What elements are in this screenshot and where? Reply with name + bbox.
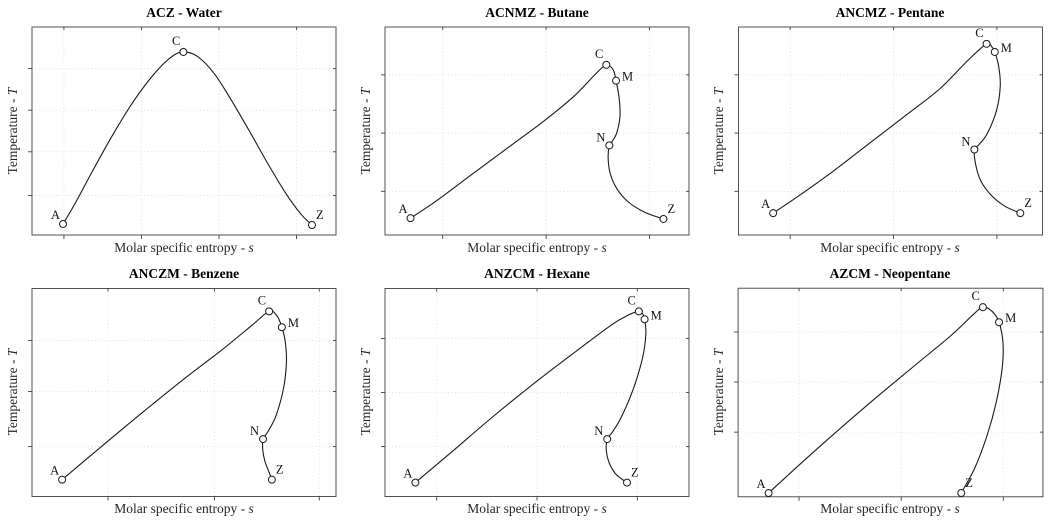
point-marker-M (995, 318, 1004, 327)
point-marker-Z (659, 214, 668, 223)
axes-box (384, 26, 690, 236)
point-marker-N (970, 145, 979, 154)
axes-box (737, 287, 1044, 498)
plot-canvas-butane: A C M N Z (381, 26, 690, 239)
subplot-neopentane: A C M Z AZCM - Neopentane Temperature - T M… (706, 261, 1060, 523)
point-label-M: M (1001, 41, 1012, 55)
point-label-C: C (258, 293, 266, 307)
point-marker-Z (307, 221, 316, 230)
y-axis-label: Temperature - T (711, 87, 726, 175)
point-label-A: A (761, 197, 770, 211)
saturation-curve (62, 51, 313, 226)
point-label-A: A (50, 464, 59, 478)
y-axis-label: Temperature - T (358, 87, 373, 175)
point-label-N: N (594, 424, 603, 438)
point-label-A: A (757, 477, 766, 491)
point-marker-C (634, 307, 643, 316)
point-marker-M (640, 315, 649, 324)
point-marker-N (605, 141, 614, 150)
x-axis-label: Molar specific entropy - s (820, 240, 960, 255)
saturation-curve (61, 310, 288, 481)
point-label-C: C (172, 34, 180, 48)
point-marker-A (58, 475, 67, 484)
point-label-M: M (1005, 311, 1016, 325)
plot-canvas-hexane: A C M N Z (381, 288, 690, 501)
point-marker-A (406, 214, 415, 223)
point-marker-C (982, 39, 991, 48)
plot-canvas-water: A C Z (28, 26, 337, 239)
point-marker-M (277, 323, 286, 332)
point-marker-M (612, 76, 621, 85)
point-label-A: A (403, 467, 412, 481)
point-label-N: N (961, 135, 970, 149)
point-marker-Z (267, 475, 276, 484)
plot-title: ACZ - Water (146, 5, 222, 20)
y-axis-label: Temperature - T (5, 348, 20, 436)
x-axis-label: Molar specific entropy - s (467, 501, 607, 516)
point-marker-C (179, 47, 188, 56)
subplot-pentane: A C M N Z ANCMZ - Pentane Temperature - T Mo… (706, 0, 1060, 261)
plot-title: ANZCM - Hexane (484, 266, 590, 281)
plot-title: ANCMZ - Pentane (835, 5, 945, 20)
point-marker-N (259, 435, 268, 444)
saturation-curve (772, 42, 1021, 214)
point-marker-Z (1016, 209, 1025, 218)
point-marker-M (990, 47, 999, 56)
x-axis-label: Molar specific entropy - s (820, 501, 960, 516)
plot-title: ACNMZ - Butane (485, 5, 589, 20)
point-label-N: N (250, 424, 259, 438)
point-marker-C (602, 60, 611, 69)
saturation-curve (410, 64, 664, 220)
axes-box (738, 26, 1043, 236)
point-marker-A (769, 209, 778, 218)
point-label-C: C (975, 26, 983, 40)
point-marker-A (764, 489, 773, 498)
plot-canvas-pentane: A C M N Z (734, 26, 1043, 239)
point-marker-A (411, 478, 420, 487)
y-axis-label: Temperature - T (358, 348, 373, 436)
x-axis-label: Molar specific entropy - s (467, 240, 607, 255)
point-marker-A (59, 219, 68, 228)
plot-canvas-benzene: A C M N Z (28, 288, 337, 501)
subplot-benzene: A C M N Z ANCZM - Benzene Temperature - T Mo… (0, 261, 353, 523)
point-label-C: C (595, 47, 603, 61)
point-label-Z: Z (667, 202, 675, 216)
point-marker-Z (622, 478, 631, 487)
point-label-Z: Z (316, 208, 324, 222)
point-marker-Z (957, 489, 966, 498)
point-label-A: A (399, 202, 408, 216)
y-axis-label: Temperature - T (5, 87, 20, 175)
x-axis-label: Molar specific entropy - s (114, 240, 254, 255)
point-label-M: M (651, 308, 662, 322)
point-label-C: C (972, 289, 980, 303)
subplot-water: A C Z ACZ - Water Temperature - T Molar sp… (0, 0, 353, 261)
point-label-M: M (622, 70, 633, 84)
point-label-A: A (51, 208, 60, 222)
saturation-curve (415, 310, 647, 484)
plot-title: ANCZM - Benzene (128, 266, 240, 281)
plot-canvas-neopentane: A C M Z (734, 287, 1044, 501)
point-marker-C (265, 307, 274, 316)
point-label-M: M (288, 316, 299, 330)
saturation-curve (768, 306, 1004, 494)
y-axis-label: Temperature - T (711, 348, 726, 436)
subplot-butane: A C M N Z ACNMZ - Butane Temperature - T Mol… (353, 0, 706, 261)
point-label-N: N (596, 130, 605, 144)
axes-box (31, 288, 337, 497)
x-axis-label: Molar specific entropy - s (114, 501, 254, 516)
subplot-hexane: A C M N Z ANZCM - Hexane Temperature - T Mol… (353, 261, 706, 523)
plot-title: AZCM - Neopentane (829, 266, 951, 281)
point-marker-N (603, 435, 612, 444)
point-label-Z: Z (276, 463, 284, 477)
point-label-Z: Z (1024, 196, 1032, 210)
point-marker-C (978, 303, 987, 312)
axes-box (31, 26, 337, 236)
point-label-Z: Z (965, 476, 973, 490)
point-label-C: C (627, 293, 635, 307)
point-label-Z: Z (631, 466, 639, 480)
